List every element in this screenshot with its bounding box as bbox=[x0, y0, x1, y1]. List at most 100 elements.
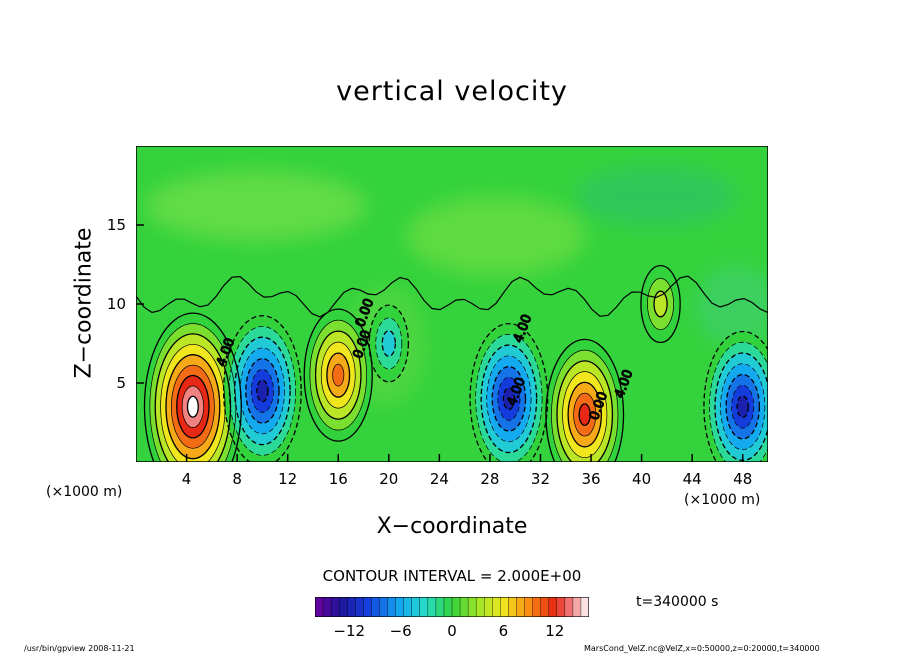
colorbar-cell bbox=[492, 597, 501, 617]
colorbar-cell bbox=[460, 597, 469, 617]
colorbar-cell bbox=[452, 597, 461, 617]
contour-line bbox=[320, 341, 356, 409]
contour-line bbox=[578, 403, 591, 426]
x-tick-label: 36 bbox=[581, 470, 601, 488]
colorbar-cell bbox=[540, 597, 550, 617]
contour-line bbox=[647, 278, 674, 330]
x-tick-label: 40 bbox=[632, 470, 652, 488]
footer-source: MarsCond_VelZ.nc@VelZ,x=0:50000,z=0:2000… bbox=[584, 644, 820, 653]
x-tick-label: 8 bbox=[232, 470, 242, 488]
y-tick-label: 5 bbox=[116, 374, 126, 392]
contour-line bbox=[736, 395, 749, 419]
contour-line bbox=[309, 319, 367, 431]
x-tick-label: 24 bbox=[429, 470, 449, 488]
colorbar bbox=[315, 597, 589, 617]
colorbar-cell bbox=[435, 597, 445, 617]
colorbar-cell bbox=[339, 597, 348, 617]
colorbar-cell bbox=[524, 597, 534, 617]
velocity-cell bbox=[545, 339, 624, 462]
velocity-cell bbox=[703, 331, 768, 462]
colorbar-cell bbox=[371, 597, 380, 617]
contour-line bbox=[567, 381, 602, 448]
contour-line bbox=[381, 330, 396, 357]
colorbar-cell bbox=[443, 597, 453, 617]
colorbar-cell bbox=[411, 597, 421, 617]
colorbar-cell bbox=[347, 597, 356, 617]
contour-line bbox=[502, 387, 516, 411]
colorbar-cell bbox=[355, 597, 364, 617]
colorbar-tick-label: 0 bbox=[447, 622, 457, 640]
contour-line bbox=[171, 364, 215, 449]
contour-line bbox=[703, 330, 768, 462]
footer-command: /usr/bin/gpview 2008-11-21 bbox=[24, 644, 135, 653]
colorbar-cell bbox=[572, 597, 582, 617]
contour-line bbox=[222, 315, 302, 462]
colorbar-tick-label: −6 bbox=[389, 622, 412, 640]
x-tick-label: 28 bbox=[480, 470, 500, 488]
x-tick-label: 48 bbox=[733, 470, 753, 488]
colorbar-tick-label: −12 bbox=[333, 622, 366, 640]
contour-line bbox=[250, 369, 274, 413]
contour-line bbox=[245, 358, 280, 424]
contour-line bbox=[256, 379, 269, 403]
contour-line bbox=[228, 326, 297, 456]
y-tick-label: 15 bbox=[106, 216, 126, 234]
contour-line bbox=[234, 336, 291, 446]
contour-line bbox=[653, 290, 668, 318]
contour-line bbox=[640, 264, 681, 344]
contour-line bbox=[486, 355, 532, 443]
colorbar-cell bbox=[379, 597, 389, 617]
contour-line bbox=[303, 308, 373, 442]
x-tick-marks bbox=[185, 454, 744, 462]
contour-line bbox=[491, 365, 527, 432]
contour-line bbox=[731, 384, 755, 429]
background-texture bbox=[146, 166, 768, 406]
colorbar-cell bbox=[468, 597, 477, 617]
contour-line bbox=[314, 330, 362, 420]
colorbar-cell bbox=[484, 597, 493, 617]
contour-line bbox=[720, 363, 766, 451]
contour-line bbox=[375, 317, 403, 370]
contour-line bbox=[475, 334, 543, 462]
contour-line bbox=[176, 374, 210, 439]
contour-line bbox=[239, 347, 285, 435]
x-tick-label: 4 bbox=[181, 470, 192, 488]
contour-line bbox=[573, 392, 597, 437]
chart-title: vertical velocity bbox=[336, 76, 568, 107]
colorbar-cell bbox=[395, 597, 405, 617]
x-tick-label: 44 bbox=[682, 470, 702, 488]
velocity-cell bbox=[470, 323, 548, 462]
contour-line bbox=[551, 349, 619, 462]
velocity-cell bbox=[144, 313, 242, 462]
colorbar-cell bbox=[315, 597, 324, 617]
y-tick-marks bbox=[136, 224, 144, 384]
contour-line bbox=[154, 333, 232, 462]
x-unit-label-left: (×1000 m) bbox=[46, 484, 123, 500]
contour-line bbox=[545, 338, 625, 462]
x-tick-label: 32 bbox=[530, 470, 551, 488]
contour-line bbox=[556, 360, 614, 462]
time-label: t=340000 s bbox=[636, 594, 719, 610]
contour-plot: 4.000.00 4.000.004.00 0.004.00 bbox=[136, 146, 768, 462]
colorbar-cell bbox=[403, 597, 413, 617]
colorbar-cell bbox=[556, 597, 566, 617]
colorbar-cell bbox=[387, 597, 397, 617]
y-tick-label: 10 bbox=[106, 295, 126, 313]
y-axis-label: Z−coordinate bbox=[71, 227, 97, 379]
colorbar-cell bbox=[363, 597, 372, 617]
colorbar-cell bbox=[331, 597, 340, 617]
x-unit-label-right: (×1000 m) bbox=[684, 492, 761, 508]
colorbar-cell bbox=[548, 597, 558, 617]
zero-contour bbox=[136, 275, 768, 318]
x-tick-label: 16 bbox=[328, 470, 348, 488]
colorbar-cell bbox=[508, 597, 517, 617]
contour-line bbox=[165, 354, 221, 460]
colorbar-cell bbox=[564, 597, 574, 617]
contour-line bbox=[160, 343, 226, 462]
contour-line bbox=[497, 376, 521, 421]
contour-line bbox=[326, 352, 351, 398]
contour-line bbox=[480, 344, 538, 454]
contour-line bbox=[181, 385, 204, 428]
colorbar-cell bbox=[500, 597, 509, 617]
contour-line bbox=[725, 373, 760, 440]
